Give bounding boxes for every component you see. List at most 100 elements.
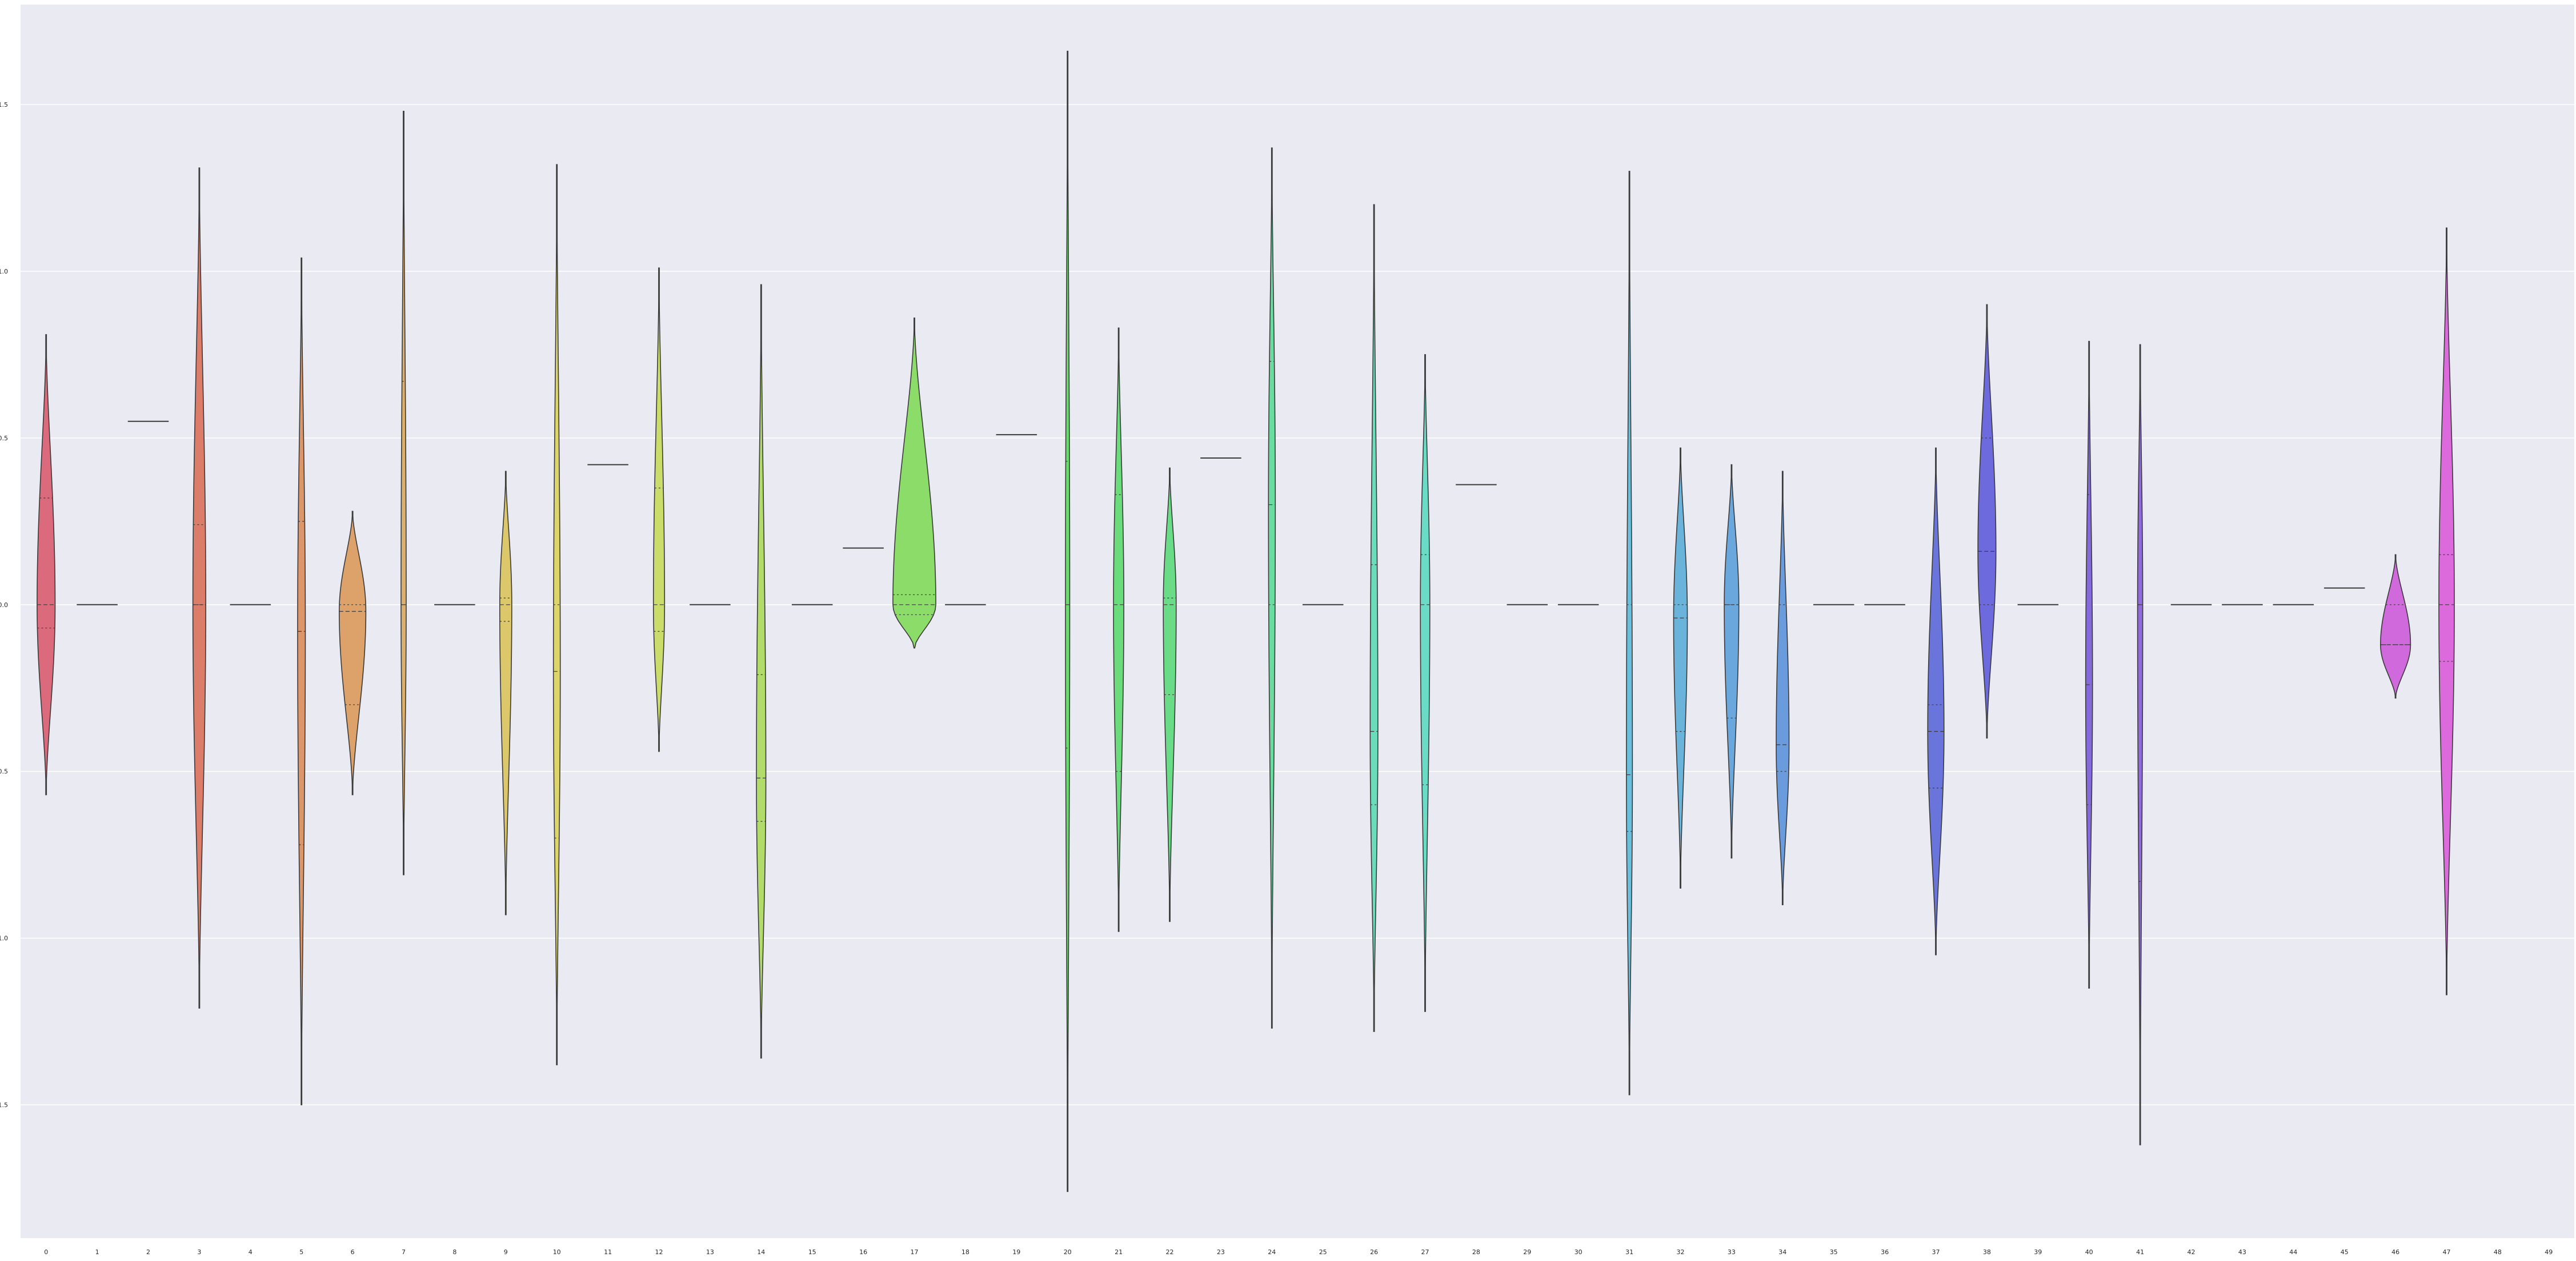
violins [37, 50, 2455, 1192]
violin-body [1927, 447, 1945, 955]
x-tick-label: 8 [452, 1248, 456, 1256]
violin-7 [400, 111, 407, 876]
violin-body [1673, 447, 1688, 889]
x-tick-label: 46 [2391, 1248, 2399, 1256]
x-tick-label: 2 [146, 1248, 150, 1256]
x-tick-label: 30 [1575, 1248, 1583, 1256]
x-tick-label: 11 [604, 1248, 612, 1256]
violin-34 [1776, 471, 1790, 906]
x-tick-label: 48 [2494, 1248, 2502, 1256]
y-tick-label: 0.0 [0, 601, 8, 609]
violin-40 [2085, 340, 2093, 989]
x-tick-label: 39 [2034, 1248, 2042, 1256]
x-tick-label: 3 [197, 1248, 201, 1256]
y-tick-label: 1.0 [0, 268, 8, 275]
violin-body [1065, 50, 1071, 1192]
violin-20 [1065, 50, 1071, 1192]
x-tick-label: 27 [1421, 1248, 1429, 1256]
violin-46 [2380, 554, 2411, 699]
violin-14 [756, 284, 767, 1059]
violin-body [339, 511, 367, 796]
x-tick-label: 40 [2085, 1248, 2093, 1256]
x-tick-label: 22 [1166, 1248, 1174, 1256]
violin-body [1369, 204, 1379, 1032]
violin-body [1268, 147, 1276, 1029]
violin-41 [2137, 344, 2144, 1146]
x-axis: 0 1 2 3 4 5 6 7 8 9 10 11 12 13 14 15 16 17 18 19 20 21 22 23 24… [44, 1248, 2553, 1256]
violin-38 [1977, 304, 1997, 739]
violin-body [297, 257, 306, 1106]
x-tick-label: 18 [962, 1248, 969, 1256]
y-tick-label: 1.5 [0, 101, 8, 109]
x-tick-label: 45 [2341, 1248, 2349, 1256]
x-tick-label: 17 [911, 1248, 919, 1256]
violin-body [2438, 227, 2455, 995]
violin-body [2380, 554, 2411, 699]
x-tick-label: 13 [706, 1248, 714, 1256]
x-tick-label: 31 [1625, 1248, 1633, 1256]
x-tick-label: 19 [1012, 1248, 1020, 1256]
violin-body [892, 317, 936, 649]
violin-24 [1268, 147, 1276, 1029]
violin-body [756, 284, 767, 1059]
violin-33 [1724, 464, 1740, 859]
violin-body [552, 164, 561, 1066]
violin-9 [499, 471, 512, 915]
x-tick-label: 7 [402, 1248, 406, 1256]
violin-body [1113, 327, 1124, 932]
x-tick-label: 35 [1830, 1248, 1838, 1256]
x-tick-label: 43 [2238, 1248, 2246, 1256]
x-tick-label: 20 [1064, 1248, 1072, 1256]
x-tick-label: 32 [1677, 1248, 1685, 1256]
violin-47 [2438, 227, 2455, 995]
x-tick-label: 16 [859, 1248, 867, 1256]
violin-17 [892, 317, 936, 649]
x-tick-label: 25 [1319, 1248, 1327, 1256]
violin-body [2085, 340, 2093, 989]
violin-body [499, 471, 512, 915]
x-tick-label: 6 [351, 1248, 355, 1256]
x-tick-label: 15 [808, 1248, 816, 1256]
x-tick-label: 37 [1932, 1248, 1940, 1256]
violin-body [1626, 171, 1633, 1095]
x-tick-label: 42 [2188, 1248, 2196, 1256]
x-tick-label: 10 [553, 1248, 561, 1256]
y-tick-label: -1.0 [0, 935, 8, 942]
y-tick-label: 0.5 [0, 435, 8, 442]
x-tick-label: 4 [249, 1248, 253, 1256]
x-tick-label: 12 [655, 1248, 663, 1256]
violin-27 [1420, 354, 1431, 1012]
violin-31 [1626, 171, 1633, 1095]
violin-body [400, 111, 407, 876]
violin-body [192, 167, 206, 1009]
violin-body [1776, 471, 1790, 906]
x-tick-label: 1 [95, 1248, 99, 1256]
x-tick-label: 0 [44, 1248, 48, 1256]
x-tick-label: 21 [1115, 1248, 1123, 1256]
violin-3 [192, 167, 206, 1009]
x-tick-label: 14 [757, 1248, 765, 1256]
violin-6 [339, 511, 367, 796]
violin-body [1420, 354, 1431, 1012]
violin-26 [1369, 204, 1379, 1032]
x-tick-label: 28 [1472, 1248, 1480, 1256]
violin-body [652, 267, 666, 752]
violin-37 [1927, 447, 1945, 955]
x-tick-label: 9 [504, 1248, 508, 1256]
violin-12 [652, 267, 666, 752]
x-tick-label: 44 [2289, 1248, 2297, 1256]
plot-area [21, 5, 2574, 1238]
x-tick-label: 23 [1217, 1248, 1225, 1256]
x-tick-label: 38 [1983, 1248, 1991, 1256]
x-tick-label: 36 [1881, 1248, 1889, 1256]
violin-body [1724, 464, 1740, 859]
y-tick-label: -1.5 [0, 1101, 8, 1109]
violin-5 [297, 257, 306, 1106]
x-tick-label: 24 [1268, 1248, 1276, 1256]
x-tick-label: 26 [1370, 1248, 1378, 1256]
x-tick-label: 49 [2545, 1248, 2553, 1256]
violin-21 [1113, 327, 1124, 932]
violin-22 [1163, 467, 1177, 922]
x-tick-label: 33 [1728, 1248, 1736, 1256]
